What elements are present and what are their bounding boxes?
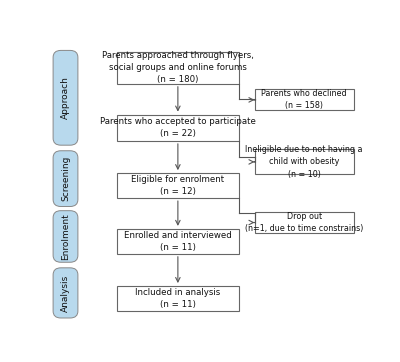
FancyBboxPatch shape [53, 268, 78, 318]
Text: Eligible for enrolment
(n = 12): Eligible for enrolment (n = 12) [131, 175, 224, 196]
Text: Approach: Approach [61, 76, 70, 119]
Bar [255, 212, 354, 233]
Bar [117, 114, 239, 141]
Bar [255, 150, 354, 174]
Text: Screening: Screening [61, 156, 70, 201]
Text: Included in analysis
(n = 11): Included in analysis (n = 11) [135, 288, 220, 309]
Bar [117, 229, 239, 254]
FancyBboxPatch shape [53, 50, 78, 145]
Text: Analysis: Analysis [61, 274, 70, 312]
Bar [117, 52, 239, 84]
FancyBboxPatch shape [53, 151, 78, 206]
Bar [255, 89, 354, 110]
Bar [117, 173, 239, 198]
Text: Drop out
(n=1, due to time constrains): Drop out (n=1, due to time constrains) [245, 212, 363, 233]
Text: Parents who accepted to participate
(n = 22): Parents who accepted to participate (n =… [100, 117, 256, 138]
Text: Parents who declined
(n = 158): Parents who declined (n = 158) [261, 89, 347, 110]
Text: Parents approached through flyers,
social groups and online forums
(n = 180): Parents approached through flyers, socia… [102, 51, 254, 84]
Text: Ineligible due to not having a
child with obesity
(n = 10): Ineligible due to not having a child wit… [246, 145, 363, 178]
Text: Enrolment: Enrolment [61, 213, 70, 260]
FancyBboxPatch shape [53, 211, 78, 262]
Bar [117, 286, 239, 311]
Text: Enrolled and interviewed
(n = 11): Enrolled and interviewed (n = 11) [124, 231, 232, 252]
